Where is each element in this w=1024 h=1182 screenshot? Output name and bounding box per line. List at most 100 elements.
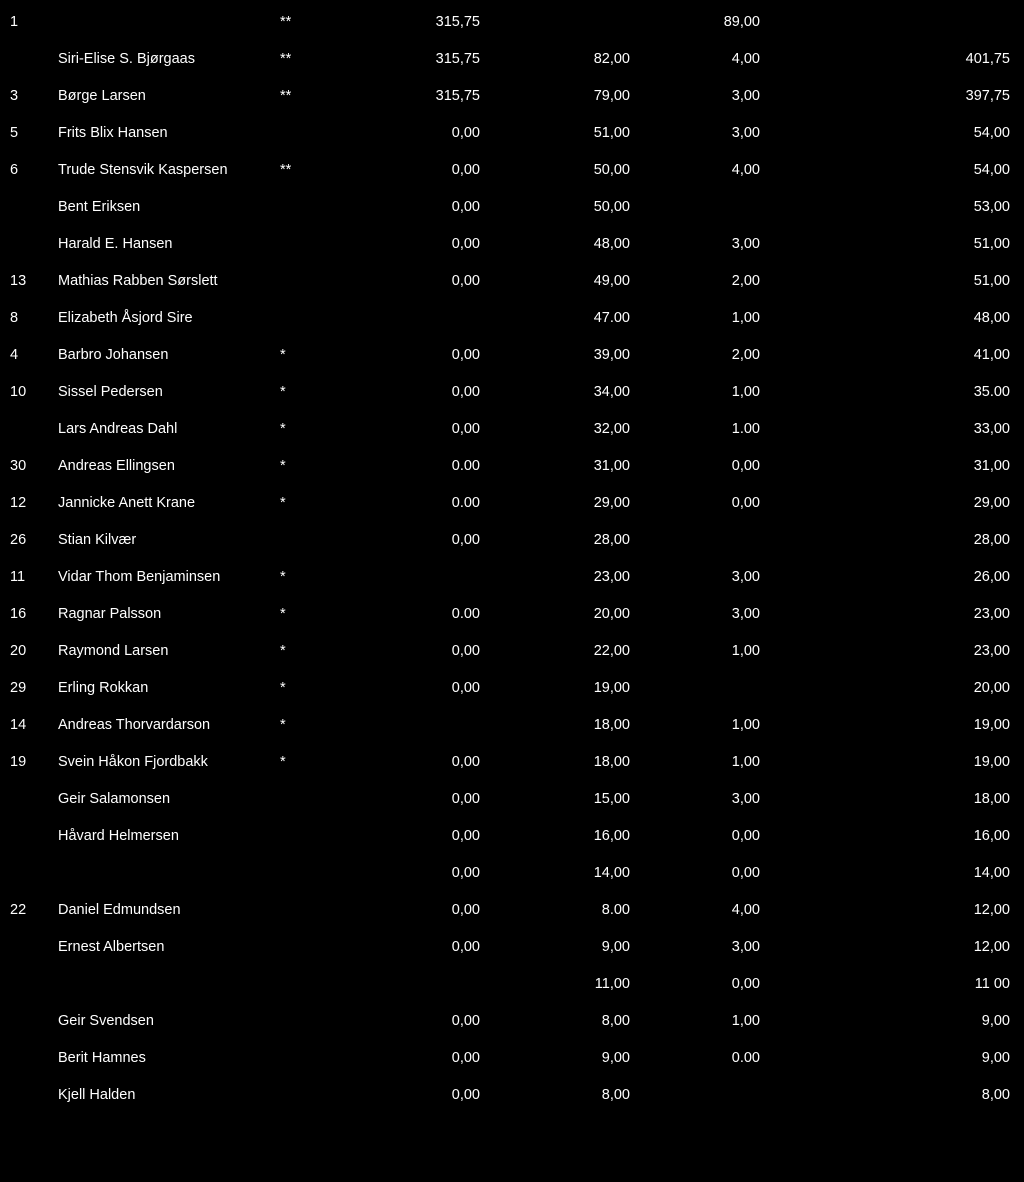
candidate-name: Trude Stensvik Kaspersen bbox=[58, 152, 280, 189]
table-row: 26Stian Kilvær0,0028,0028,0015 bbox=[0, 522, 1024, 559]
mark bbox=[280, 1003, 320, 1040]
value-4: 8,00 bbox=[770, 1077, 1020, 1114]
value-2: 50,00 bbox=[490, 152, 640, 189]
value-3: 0,00 bbox=[640, 485, 770, 522]
mark bbox=[280, 522, 320, 559]
value-2: 11,00 bbox=[490, 966, 640, 1003]
row-number: 10 bbox=[0, 374, 58, 411]
mark: * bbox=[280, 411, 320, 448]
candidate-name: Raymond Larsen bbox=[58, 633, 280, 670]
row-number: 22 bbox=[0, 892, 58, 929]
value-3: 3,00 bbox=[640, 115, 770, 152]
value-3: 2,00 bbox=[640, 337, 770, 374]
value-1: 0,00 bbox=[320, 522, 490, 559]
table-row: 8Elizabeth Åsjord Sire47.001,0048,009 bbox=[0, 300, 1024, 337]
mark bbox=[280, 966, 320, 1003]
table-row: 4Barbro Johansen*0,0039,002,0041,0010 bbox=[0, 337, 1024, 374]
value-1: 0,00 bbox=[320, 263, 490, 300]
value-2: 47.00 bbox=[490, 300, 640, 337]
value-1: 0,00 bbox=[320, 152, 490, 189]
row-number bbox=[0, 41, 58, 78]
mark bbox=[280, 189, 320, 226]
mark bbox=[280, 892, 320, 929]
value-4: 23,00 bbox=[770, 596, 1020, 633]
candidate-name: Andreas Ellingsen bbox=[58, 448, 280, 485]
table-row: 20Raymond Larsen*0,0022,001,0023,00 bbox=[0, 633, 1024, 670]
mark bbox=[280, 300, 320, 337]
rank: 14 bbox=[1020, 485, 1024, 522]
candidate-name: Daniel Edmundsen bbox=[58, 892, 280, 929]
mark: ** bbox=[280, 4, 320, 41]
candidate-name: Siri-Elise S. Bjørgaas bbox=[58, 41, 280, 78]
value-1: 0,00 bbox=[320, 115, 490, 152]
value-2: 28,00 bbox=[490, 522, 640, 559]
value-4: 20,00 bbox=[770, 670, 1020, 707]
value-2: 29,00 bbox=[490, 485, 640, 522]
candidate-name: Kjell Halden bbox=[58, 1077, 280, 1114]
value-4: 31,00 bbox=[770, 448, 1020, 485]
value-3 bbox=[640, 522, 770, 559]
table-row: Lars Andreas Dahl*0,0032,001.0033,00 bbox=[0, 411, 1024, 448]
row-number: 11 bbox=[0, 559, 58, 596]
value-3: 0,00 bbox=[640, 448, 770, 485]
rank bbox=[1020, 596, 1024, 633]
candidate-name bbox=[58, 855, 280, 892]
value-3: 3,00 bbox=[640, 596, 770, 633]
value-3: 3,00 bbox=[640, 559, 770, 596]
row-number: 30 bbox=[0, 448, 58, 485]
row-number: 1 bbox=[0, 4, 58, 41]
value-4: 12,00 bbox=[770, 929, 1020, 966]
row-number: 12 bbox=[0, 485, 58, 522]
value-2: 79,00 bbox=[490, 78, 640, 115]
rank: 9 bbox=[1020, 300, 1024, 337]
value-3: 1,00 bbox=[640, 374, 770, 411]
mark: * bbox=[280, 448, 320, 485]
value-4 bbox=[770, 4, 1020, 41]
table-row: Siri-Elise S. Bjørgaas**315,7582,004,004… bbox=[0, 41, 1024, 78]
row-number: 16 bbox=[0, 596, 58, 633]
rank bbox=[1020, 411, 1024, 448]
candidate-name: Ragnar Palsson bbox=[58, 596, 280, 633]
value-1: 0,00 bbox=[320, 337, 490, 374]
value-3: 0,00 bbox=[640, 966, 770, 1003]
value-2: 22,00 bbox=[490, 633, 640, 670]
rank bbox=[1020, 670, 1024, 707]
table-row: 1**315,7589,00 bbox=[0, 4, 1024, 41]
value-3: 1,00 bbox=[640, 1003, 770, 1040]
table-row: 3Børge Larsen**315,7579,003,00397,753 bbox=[0, 78, 1024, 115]
mark bbox=[280, 1040, 320, 1077]
value-1: 315,75 bbox=[320, 4, 490, 41]
candidate-name: Geir Salamonsen bbox=[58, 781, 280, 818]
row-number: 4 bbox=[0, 337, 58, 374]
row-number bbox=[0, 189, 58, 226]
rank bbox=[1020, 1077, 1024, 1114]
value-1 bbox=[320, 300, 490, 337]
results-tbody: 1**315,7589,00Siri-Elise S. Bjørgaas**31… bbox=[0, 4, 1024, 1114]
value-2 bbox=[490, 4, 640, 41]
value-3 bbox=[640, 670, 770, 707]
mark: * bbox=[280, 596, 320, 633]
value-4: 23,00 bbox=[770, 633, 1020, 670]
table-row: 29Erling Rokkan*0,0019,0020,00 bbox=[0, 670, 1024, 707]
candidate-name: Sissel Pedersen bbox=[58, 374, 280, 411]
table-row: 14Andreas Thorvardarson*18,001,0019,0020 bbox=[0, 707, 1024, 744]
value-4: 33,00 bbox=[770, 411, 1020, 448]
mark: * bbox=[280, 374, 320, 411]
table-row: Geir Svendsen0,008,001,009,00 bbox=[0, 1003, 1024, 1040]
mark: * bbox=[280, 707, 320, 744]
row-number bbox=[0, 929, 58, 966]
rank: 4 bbox=[1020, 115, 1024, 152]
table-row: Kjell Halden0,008,008,00 bbox=[0, 1077, 1024, 1114]
value-3: 3,00 bbox=[640, 226, 770, 263]
rank: 20 bbox=[1020, 707, 1024, 744]
value-4: 9,00 bbox=[770, 1040, 1020, 1077]
value-1: 0.00 bbox=[320, 448, 490, 485]
table-row: 30Andreas Ellingsen*0.0031,000,0031,00 bbox=[0, 448, 1024, 485]
table-row: 5Frits Blix Hansen0,0051,003,0054,004 bbox=[0, 115, 1024, 152]
candidate-name: Jannicke Anett Krane bbox=[58, 485, 280, 522]
value-2: 23,00 bbox=[490, 559, 640, 596]
mark: * bbox=[280, 559, 320, 596]
mark bbox=[280, 855, 320, 892]
table-row: Ernest Albertsen0,009,003,0012,00 bbox=[0, 929, 1024, 966]
row-number bbox=[0, 411, 58, 448]
